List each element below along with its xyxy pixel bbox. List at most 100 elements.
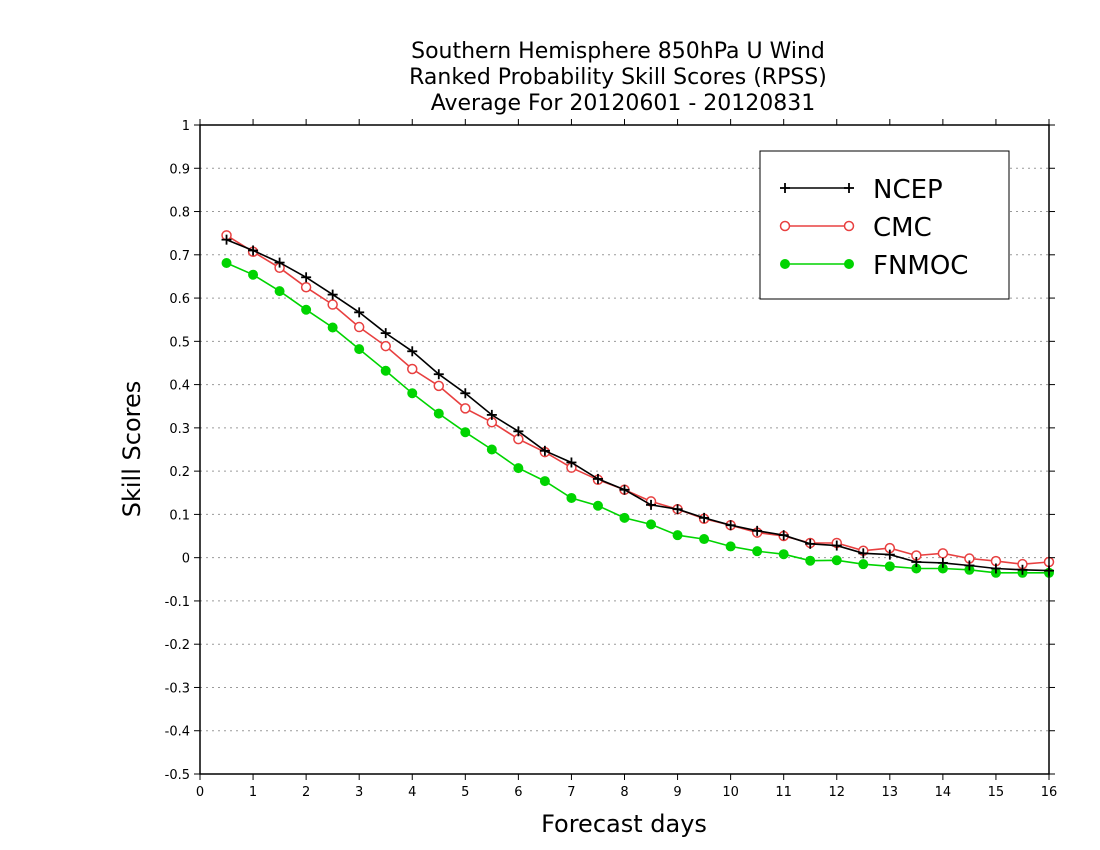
x-tick-label: 0 [196, 785, 204, 800]
data-point-filled-circle [778, 549, 789, 560]
data-point-filled-circle [248, 269, 259, 280]
data-point-filled-circle [327, 322, 338, 333]
title-line-3: Average For 20120601 - 20120831 [431, 91, 816, 116]
x-tick-label: 16 [1041, 785, 1058, 800]
y-tick-label: 0.1 [169, 508, 190, 523]
x-tick-label: 9 [673, 785, 681, 800]
data-point-plus [884, 549, 895, 560]
data-point-plus [725, 520, 736, 531]
data-point-plus [486, 409, 497, 420]
data-point-plus [805, 538, 816, 549]
x-tick-label: 14 [935, 785, 952, 800]
series-cmc [221, 230, 1055, 570]
data-point-plus [407, 346, 418, 357]
x-tick-label: 3 [355, 785, 363, 800]
data-point-open-circle [779, 220, 791, 232]
legend-items: NCEP CMC FNMOC [779, 175, 968, 281]
data-point-plus [433, 369, 444, 380]
x-tick-label: 15 [988, 785, 1005, 800]
data-point-filled-circle [672, 530, 683, 541]
data-point-filled-circle [513, 463, 524, 474]
data-point-plus [831, 540, 842, 551]
data-point-plus [539, 445, 550, 456]
data-point-plus [780, 183, 790, 193]
data-point-plus [592, 473, 603, 484]
data-point-filled-circle [407, 388, 418, 399]
data-point-filled-circle [780, 259, 790, 269]
data-point-filled-circle [486, 444, 497, 455]
x-tick-label: 8 [620, 785, 628, 800]
data-point-filled-circle [566, 492, 577, 503]
x-tick-label: 10 [722, 785, 739, 800]
data-point-filled-circle [752, 546, 763, 557]
data-point-filled-circle [831, 555, 842, 566]
series-ncep [221, 234, 1054, 576]
data-point-open-circle [353, 321, 365, 333]
data-point-open-circle [433, 380, 445, 392]
legend-box [759, 150, 1010, 300]
legend-label: FNMOC [873, 251, 968, 281]
x-tick-label: 13 [882, 785, 899, 800]
x-tick-label: 2 [302, 785, 310, 800]
data-point-open-circle [300, 282, 312, 293]
data-point-plus [221, 234, 232, 245]
x-tick-label: 11 [775, 785, 792, 800]
x-axis-label: Forecast days [541, 810, 707, 838]
data-point-plus [460, 388, 471, 399]
data-point-plus [354, 307, 365, 318]
series-fnmoc [221, 258, 1054, 578]
data-point-plus [513, 426, 524, 437]
y-tick-label: -0.1 [165, 595, 190, 610]
y-tick-label: 0 [182, 552, 190, 567]
data-point-filled-circle [592, 500, 603, 511]
data-point-plus [1017, 564, 1028, 575]
data-point-filled-circle [699, 534, 710, 545]
legend-entry-fnmoc: FNMOC [780, 251, 968, 281]
data-point-filled-circle [354, 344, 365, 355]
y-tick-label: -0.3 [165, 681, 190, 696]
data-point-filled-circle [460, 427, 471, 438]
data-point-filled-circle [619, 512, 630, 523]
data-point-filled-circle [884, 561, 895, 572]
series-line [226, 262, 1049, 574]
data-point-filled-circle [858, 559, 869, 570]
data-point-plus [248, 245, 259, 256]
data-point-open-circle [327, 299, 338, 310]
y-tick-label: -0.5 [165, 768, 190, 783]
data-point-open-circle [937, 548, 949, 559]
data-point-plus [911, 556, 922, 567]
data-point-open-circle [380, 340, 391, 352]
data-point-filled-circle [380, 365, 391, 376]
data-point-plus [380, 328, 391, 339]
y-tick-label: 1 [182, 119, 190, 134]
legend-entry-cmc: CMC [779, 213, 932, 243]
data-point-plus [566, 457, 577, 468]
title-line-1: Southern Hemisphere 850hPa U Wind [411, 39, 825, 64]
data-point-plus [699, 512, 710, 523]
y-tick-label: -0.2 [165, 638, 190, 653]
legend: NCEP CMC FNMOC [759, 150, 1010, 300]
y-tick-label: 0.8 [169, 206, 190, 221]
y-tick-label: 0.3 [169, 422, 190, 437]
x-axis-ticks: 0 1 2 3 4 5 6 7 8 9 10 11 12 13 14 15 16 [196, 119, 1057, 800]
y-tick-label: 0.5 [169, 335, 190, 350]
data-point-filled-circle [433, 408, 444, 419]
data-point-plus [858, 548, 869, 559]
data-point-filled-circle [646, 519, 657, 530]
data-point-open-circle [407, 363, 418, 375]
data-point-open-circle [843, 220, 855, 232]
x-tick-label: 4 [408, 785, 416, 800]
data-point-plus [619, 484, 630, 495]
y-tick-label: 0.2 [169, 465, 190, 480]
x-tick-label: 5 [461, 785, 469, 800]
data-point-filled-circle [539, 476, 550, 487]
data-point-plus [672, 504, 683, 515]
data-point-plus [301, 272, 312, 283]
y-tick-label: -0.4 [165, 725, 190, 740]
data-point-plus [274, 257, 285, 268]
y-tick-label: 0.4 [169, 379, 190, 394]
y-tick-label: 0.6 [169, 292, 190, 307]
data-point-plus [990, 563, 1001, 574]
data-point-filled-circle [274, 286, 285, 297]
